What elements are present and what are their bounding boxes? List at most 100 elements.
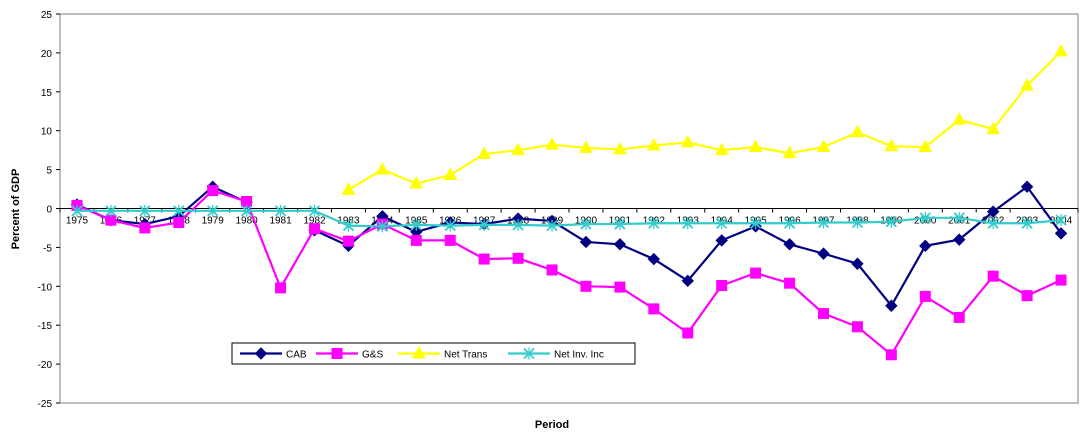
data-point-g-s	[478, 253, 490, 265]
data-point-net-trans	[1020, 78, 1034, 91]
data-point-net-inv-inc	[240, 204, 253, 217]
data-point-g-s	[784, 277, 796, 289]
data-point-g-s	[173, 217, 185, 229]
data-point-net-inv-inc	[444, 219, 456, 232]
data-point-cab	[579, 235, 593, 249]
data-point-g-s	[750, 267, 762, 279]
legend-label: Net Inv. Inc	[554, 350, 604, 361]
data-point-net-inv-inc	[614, 218, 626, 231]
x-axis-title: Period	[535, 419, 569, 431]
data-point-net-inv-inc	[512, 218, 524, 231]
data-point-net-trans	[1054, 43, 1068, 57]
data-point-g-s	[207, 185, 219, 197]
data-point-net-inv-inc	[1021, 217, 1033, 230]
legend: CAB G&S Net Trans Net Inv. Inc	[231, 342, 636, 365]
y-tick-label: 15	[41, 88, 53, 99]
legend-marker	[254, 347, 268, 360]
legend-marker	[331, 348, 343, 359]
data-point-g-s	[682, 327, 694, 339]
data-point-net-trans	[545, 137, 559, 150]
data-point-g-s	[512, 252, 524, 264]
data-point-net-trans	[579, 140, 593, 153]
data-point-net-inv-inc	[749, 217, 762, 230]
y-tick-label: 25	[41, 10, 53, 21]
y-tick-label: -5	[43, 243, 52, 254]
data-point-net-trans	[816, 139, 831, 153]
data-point-cab	[1020, 180, 1034, 193]
x-tick-label: 1980	[236, 216, 259, 227]
data-point-net-trans	[443, 167, 458, 181]
data-point-cab	[1054, 227, 1068, 240]
series-net-inv-inc	[71, 204, 1067, 233]
data-point-net-inv-inc	[376, 220, 389, 233]
data-point-g-s	[1021, 290, 1033, 302]
legend-item-cab: CAB	[240, 347, 307, 361]
data-point-net-inv-inc	[1055, 214, 1067, 227]
legend-item-g-s: G&S	[316, 348, 383, 361]
data-point-g-s	[275, 282, 287, 294]
y-tick-label: 20	[41, 49, 53, 60]
data-point-net-inv-inc	[987, 217, 999, 230]
data-point-net-trans	[680, 134, 695, 148]
data-point-net-inv-inc	[682, 217, 694, 230]
legend-label: Net Trans	[444, 350, 487, 361]
data-point-cab	[681, 274, 694, 288]
y-tick-label: -15	[38, 321, 53, 332]
data-point-cab	[986, 205, 1000, 218]
data-point-g-s	[987, 270, 999, 282]
data-point-net-inv-inc	[342, 219, 355, 232]
data-point-net-trans	[613, 141, 627, 155]
data-point-cab	[851, 257, 864, 270]
data-point-net-inv-inc	[71, 204, 83, 217]
x-tick-label: 1979	[202, 216, 225, 227]
data-point-net-inv-inc	[207, 204, 219, 217]
y-tick-label: 5	[46, 166, 52, 177]
data-point-g-s	[885, 349, 897, 361]
data-point-cab	[613, 238, 627, 251]
series-line-net-inv-inc	[76, 209, 1062, 228]
y-tick-label: -20	[38, 360, 53, 371]
data-point-g-s	[546, 264, 558, 276]
data-point-g-s	[953, 311, 965, 323]
data-point-net-trans	[341, 182, 356, 195]
data-point-net-trans	[511, 142, 525, 156]
data-point-cab	[817, 247, 830, 260]
data-point-g-s	[309, 223, 320, 235]
data-point-net-inv-inc	[139, 204, 151, 217]
y-tick-label: -10	[38, 282, 53, 293]
data-point-g-s	[919, 290, 931, 302]
data-point-net-inv-inc	[410, 218, 422, 231]
data-point-g-s	[410, 234, 422, 246]
data-point-net-inv-inc	[783, 217, 796, 230]
x-tick-label: 1981	[269, 216, 292, 227]
data-point-net-inv-inc	[885, 215, 898, 228]
data-point-net-inv-inc	[478, 218, 490, 231]
series-line-net-trans	[347, 50, 1062, 191]
data-point-cab	[647, 252, 661, 266]
data-point-net-trans	[646, 137, 661, 151]
data-point-net-trans	[375, 162, 390, 175]
x-tick-label: 1982	[303, 216, 326, 227]
data-point-g-s	[342, 235, 354, 247]
data-point-net-inv-inc	[817, 216, 830, 229]
data-point-net-trans	[850, 124, 865, 138]
legend-item-net-inv-inc: Net Inv. Inc	[508, 347, 604, 361]
data-point-net-inv-inc	[953, 211, 965, 224]
data-point-cab	[885, 299, 898, 312]
legend-item-net-trans: Net Trans	[398, 345, 487, 361]
data-point-cab	[783, 238, 796, 251]
data-point-g-s	[818, 308, 829, 320]
data-point-net-inv-inc	[716, 217, 728, 230]
data-point-g-s	[139, 222, 151, 234]
data-point-g-s	[716, 280, 728, 292]
data-point-cab	[953, 233, 966, 246]
data-point-net-trans	[409, 176, 424, 189]
data-point-net-trans	[918, 139, 933, 153]
data-point-cab	[715, 234, 728, 247]
data-point-net-trans	[477, 146, 492, 160]
legend-marker	[523, 347, 535, 360]
x-tick-label: 1975	[66, 216, 89, 227]
data-point-net-trans	[986, 121, 1001, 135]
